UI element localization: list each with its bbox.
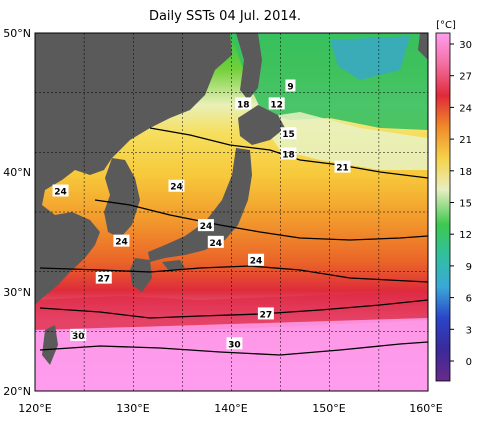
axis-labels: 50°N 40°N 30°N 20°N 120°E 130°E 140°E 15… — [3, 27, 443, 415]
colorbar-tick-label: 3 — [466, 325, 472, 336]
contour-label-box — [168, 179, 185, 192]
isotherm-contours — [39, 127, 428, 356]
isotherm-21 — [94, 199, 428, 241]
colorbar-unit: [°C] — [436, 20, 456, 31]
contour-label-text: 18 — [237, 100, 250, 110]
lon-label-150: 150°E — [312, 402, 345, 415]
map-frame — [34, 32, 429, 392]
contour-label-box — [280, 127, 297, 140]
shikoku-island — [162, 260, 185, 272]
contour-label-text: 30 — [72, 332, 85, 342]
colorbar-tick-label: 12 — [459, 230, 472, 241]
isotherm-27 — [39, 299, 428, 319]
lon-label-140: 140°E — [214, 402, 247, 415]
colorbar-tick-label: 6 — [466, 294, 472, 305]
contour-label: 18 — [235, 97, 252, 110]
colorbar-tick-label: 18 — [459, 167, 472, 178]
contour-label-text: 12 — [270, 100, 283, 110]
isotherm-24 — [39, 265, 428, 283]
contour-label: 12 — [268, 97, 285, 110]
contour-label-text: 24 — [54, 188, 67, 198]
contour-label-text: 21 — [336, 164, 349, 174]
contour-label: 24 — [207, 235, 224, 249]
contour-label: 18 — [280, 147, 297, 161]
contour-label: 27 — [257, 307, 274, 320]
lat-label-50: 50°N — [3, 27, 31, 40]
lon-label-160: 160°E — [409, 402, 442, 415]
contour-label-box — [248, 253, 265, 266]
contour-label: 24 — [197, 219, 214, 232]
lat-label-40: 40°N — [3, 166, 31, 179]
lon-label-130: 130°E — [116, 402, 149, 415]
contour-label-text: 24 — [210, 239, 223, 249]
contour-label-text: 24 — [250, 257, 263, 267]
contour-label-box — [257, 307, 274, 320]
contour-label-text: 24 — [200, 222, 213, 232]
colorbar-tick-label: 15 — [459, 199, 472, 210]
kyushu-island — [130, 258, 152, 292]
kamchatka-edge — [418, 33, 428, 60]
contour-label-box — [280, 147, 297, 160]
contour-label-box — [197, 219, 214, 232]
colorbar-tick-label: 24 — [459, 103, 472, 114]
contour-label-text: 27 — [98, 275, 111, 285]
contour-label: 21 — [334, 160, 351, 174]
contour-label: 27 — [95, 271, 112, 285]
colorbar-tick-label: 30 — [459, 40, 472, 51]
sakhalin-island — [236, 33, 262, 100]
lon-label-120: 120°E — [18, 402, 51, 415]
contour-label: 30 — [70, 328, 87, 342]
graticule — [35, 33, 428, 391]
isotherm-30 — [39, 341, 428, 356]
contour-label-text: 27 — [260, 310, 273, 320]
contour-label-box — [52, 184, 69, 197]
contour-label-text: 30 — [228, 340, 241, 350]
colorbar-tick-label: 21 — [459, 135, 472, 146]
lat-label-20: 20°N — [3, 385, 31, 398]
cool-water-band — [258, 112, 428, 170]
contour-label: 24 — [168, 179, 185, 193]
contour-label: 24 — [248, 253, 265, 267]
contour-label-text: 24 — [170, 183, 183, 193]
honshu-island — [148, 148, 252, 262]
colorbar-tick-label: 0 — [466, 357, 472, 368]
contour-label: 30 — [226, 337, 243, 350]
contour-label-box — [113, 234, 130, 247]
lat-label-30: 30°N — [3, 286, 31, 299]
hokkaido-island — [238, 105, 285, 145]
contour-label-box — [334, 160, 351, 173]
contour-label-box — [226, 337, 243, 350]
contour-label-text: 24 — [115, 238, 128, 248]
contour-label-box — [235, 97, 252, 110]
contour-label-box — [70, 328, 87, 341]
colorbar-tick-label: 9 — [466, 262, 472, 273]
colorbar-ramp — [435, 32, 451, 382]
contour-label: 9 — [285, 79, 296, 93]
contour-label: 24 — [52, 184, 69, 198]
map-title: Daily SSTs 04 Jul. 2014. — [149, 9, 301, 24]
colorbar-tick-label: 27 — [459, 72, 472, 83]
contour-label-text: 9 — [287, 83, 293, 93]
contour-label: 15 — [280, 127, 297, 140]
contour-label-text: 15 — [282, 130, 295, 140]
contour-label-box — [95, 271, 112, 284]
taiwan-island — [42, 325, 58, 365]
contour-label: 24 — [113, 234, 130, 248]
korean-peninsula — [104, 158, 140, 238]
very-cold-water — [330, 36, 410, 80]
contour-label-box — [207, 235, 224, 248]
contour-label-box — [285, 79, 296, 92]
contour-label-text: 18 — [282, 151, 295, 161]
